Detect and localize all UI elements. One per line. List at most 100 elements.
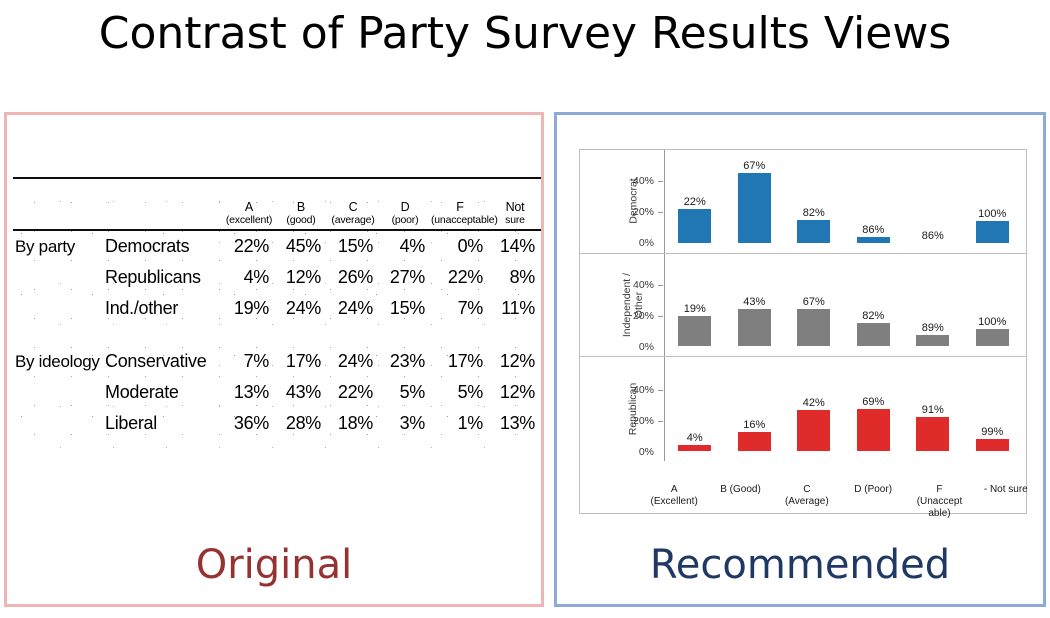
table-cell-value: 7%: [243, 350, 270, 371]
chart-facet-republican: Republican 0% 20% 40% 4% 16% 42% 69% 91% 99%: [580, 356, 1026, 461]
x-axis-category-label: - Not sure: [983, 484, 1028, 495]
table-cell-value: 26%: [337, 266, 373, 287]
table-cell-value: 15%: [389, 297, 425, 318]
panel-original: A (excellent) B (good) C (average) D (poor) F (un…: [4, 112, 544, 607]
table-cell-value: 45%: [285, 235, 321, 256]
bar-value-label: 69%: [862, 395, 885, 408]
y-tick-label: 40%: [632, 383, 654, 396]
survey-results-table: A (excellent) B (good) C (average) D (poor) F (un…: [13, 177, 541, 452]
bar: [975, 221, 1009, 243]
table-cell-value: 28%: [285, 412, 321, 433]
x-axis-category-label: D (Poor): [854, 484, 893, 495]
table-cell-value: 1%: [457, 412, 484, 433]
table-cell-value: 13%: [499, 412, 535, 433]
bar-cell: 100%: [963, 268, 1023, 346]
table-cell-value: 27%: [389, 266, 425, 287]
bar: [856, 236, 890, 243]
bar-cell: 82%: [844, 268, 904, 346]
table-cell-value: 19%: [233, 297, 269, 318]
bar-cell: 67%: [725, 160, 785, 243]
bar-cell: 69%: [844, 373, 904, 451]
header-grade: F: [456, 200, 464, 214]
y-tick-mark: [658, 284, 663, 286]
bar-cell: 82%: [784, 165, 844, 243]
bar-value-label: 19%: [683, 303, 706, 316]
y-tick-mark: [658, 315, 663, 317]
header-grade: D: [400, 200, 410, 214]
bar-value-label: 86%: [862, 223, 885, 236]
bar-cell: 19%: [665, 268, 725, 346]
bar: [797, 308, 831, 346]
bar-cell: 4%: [665, 373, 725, 451]
facet-bar-group: 19% 43% 67% 82% 89% 100%: [665, 268, 1022, 346]
small-multiples-bar-chart: Democrat 0% 20% 40% 22% 67% 82% 86% 86% 100% Indep…: [579, 149, 1027, 514]
table-column-header: F (unacceptable): [431, 200, 498, 231]
table-group-label: [13, 377, 101, 408]
table-cell-value: 4%: [399, 235, 426, 256]
chart-facet-independent-other: Independent / Other 0% 20% 40% 19% 43% 67% 82% 8…: [580, 253, 1026, 356]
y-tick-label: 0%: [638, 341, 654, 353]
bar-value-label: 100%: [978, 315, 1007, 328]
page-title: Contrast of Party Survey Results Views: [98, 8, 952, 59]
table-cell-value: 18%: [337, 412, 373, 433]
x-axis-category-label: F (Unaccept able): [916, 484, 963, 519]
table-row-label: Ind./other: [105, 297, 179, 318]
table-column-header: B (good): [275, 200, 327, 231]
bar-cell: 16%: [725, 373, 785, 451]
table-cell-value: 15%: [337, 235, 373, 256]
facet-y-axis-labels: 0% 20% 40%: [618, 254, 658, 356]
facet-plot-area: 4% 16% 42% 69% 91% 99%: [664, 357, 1022, 461]
table-cell-value: 22%: [337, 381, 373, 402]
table-column-header: A (excellent): [223, 200, 275, 231]
table-row: Ind./other 19% 24% 24% 15% 7% 11%: [13, 293, 541, 324]
bar-cell: 100%: [963, 165, 1023, 243]
bar-cell: 43%: [725, 268, 785, 346]
bar: [737, 308, 771, 346]
table-group-label: By ideology: [15, 351, 100, 371]
facet-bar-group: 22% 67% 82% 86% 86% 100%: [665, 160, 1023, 243]
y-tick-mark: [658, 420, 663, 422]
table-column-header: D (poor): [379, 200, 431, 231]
table-group-label: [13, 293, 101, 324]
table-row-label: Liberal: [105, 412, 157, 433]
header-descriptor: (unacceptable): [431, 213, 498, 226]
bar-value-label: 67%: [802, 295, 825, 308]
header-descriptor: (poor): [391, 213, 419, 226]
bar-value-label: 91%: [921, 403, 944, 416]
table-cell-value: 3%: [399, 412, 426, 433]
header-grade: Not: [505, 200, 525, 214]
bar-value-label: 86%: [921, 230, 944, 242]
bar-value-label: 43%: [743, 295, 766, 308]
facet-plot-area: 22% 67% 82% 86% 86% 100%: [664, 150, 1022, 253]
table-cell-value: 12%: [499, 350, 535, 371]
bar-cell: 42%: [784, 373, 844, 451]
table-cell-value: 8%: [509, 266, 536, 287]
table-cell-value: 11%: [501, 297, 535, 318]
table-row: By ideology Conservative 7% 17% 24% 23% 17% 12%: [13, 346, 541, 377]
table-cell-value: 17%: [447, 350, 483, 371]
chart-facet-democrat: Democrat 0% 20% 40% 22% 67% 82% 86% 86% 100%: [580, 150, 1026, 253]
bar-value-label: 67%: [743, 159, 766, 172]
table-cell-value: 13%: [233, 381, 269, 402]
table-cell-value: 7%: [457, 297, 484, 318]
bar: [975, 328, 1009, 346]
table-row: Moderate 13% 43% 22% 5% 5% 12%: [13, 377, 541, 408]
bar-value-label: 99%: [981, 425, 1004, 438]
bar-cell: 91%: [903, 373, 963, 451]
y-tick-label: 20%: [632, 414, 654, 427]
bar-cell: 86%: [844, 165, 904, 243]
bar: [797, 410, 831, 451]
y-tick-mark: [658, 389, 663, 391]
y-tick-mark: [658, 180, 663, 182]
table-cell-value: 5%: [399, 381, 426, 402]
bar-value-label: 100%: [978, 208, 1007, 221]
table-header-blank: [13, 201, 101, 231]
header-descriptor: (average): [331, 213, 375, 226]
table-cell-value: 12%: [499, 381, 535, 402]
table-cell-value: 0%: [457, 235, 484, 256]
y-tick-label: 20%: [632, 309, 654, 322]
facet-plot-area: 19% 43% 67% 82% 89% 100%: [664, 254, 1022, 356]
header-descriptor: (good): [286, 213, 316, 226]
bar-value-label: 4%: [686, 431, 703, 444]
header-descriptor: (excellent): [225, 213, 273, 226]
